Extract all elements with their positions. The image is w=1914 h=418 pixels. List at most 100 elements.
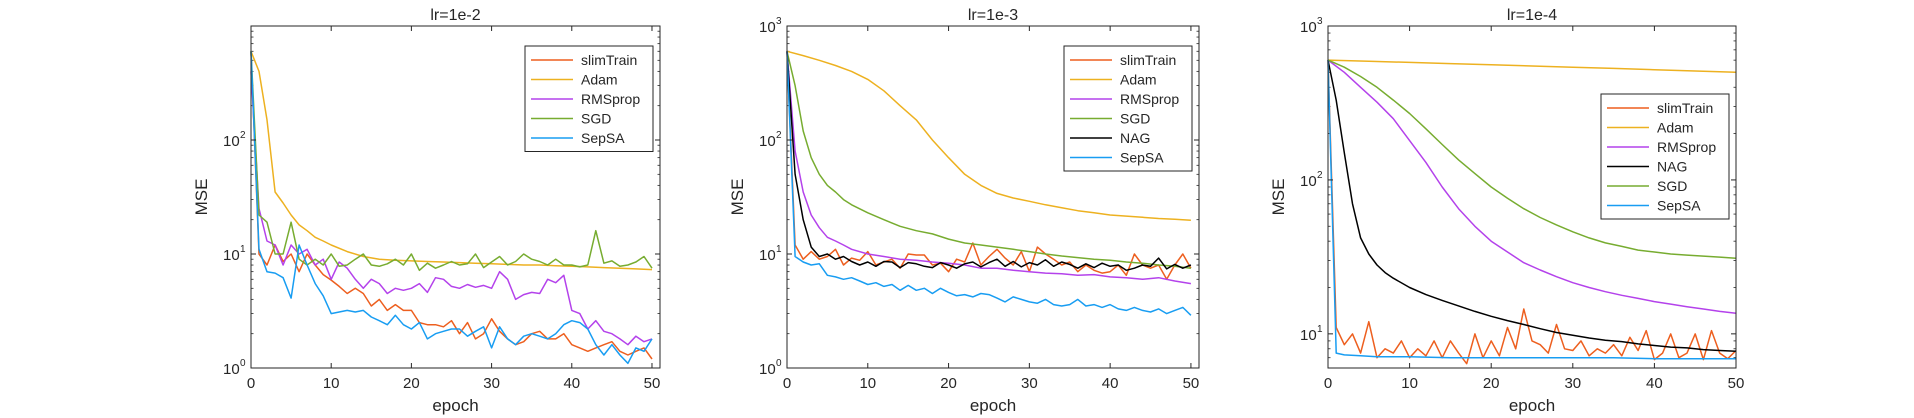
series-line-adam [786,50,1191,221]
legend-label: SepSA [1657,198,1701,214]
x-tick-label: 50 [1183,375,1200,392]
x-tick-label: 20 [1483,375,1500,392]
series-line-adam [1327,59,1737,74]
series-line-rmsprop [1327,59,1737,315]
y-tick-exponent: 3 [1317,16,1323,27]
legend: slimTrain Adam RMSprop SGD SepSA [524,45,654,152]
series-line-rmsprop [786,51,1192,285]
chart-title: lr=1e-3 [968,7,1018,24]
x-tick-label: 10 [323,375,340,392]
chart-title: lr=1e-2 [430,7,480,24]
axes-box [786,25,1200,369]
series-group [1327,59,1737,365]
x-tick-label: 0 [247,375,255,392]
legend-label: RMSprop [1657,139,1716,155]
x-tick-label: 50 [1728,375,1745,392]
y-tick-label: 10 3 [759,16,782,36]
legend-box [1063,45,1193,172]
series-line-nag [786,51,1192,272]
legend-label: NAG [1657,159,1687,175]
x-axis-label: epoch [970,396,1016,415]
y-tick-exponent: 0 [776,358,782,369]
y-tick-label: 10 1 [223,244,246,264]
legend-label: slimTrain [581,52,637,68]
x-tick-label: 50 [644,375,661,392]
legend-label: SGD [1657,178,1687,194]
legend-label: SepSA [581,130,625,146]
series-line-sepsa [1327,60,1736,360]
series-group [786,50,1192,316]
legend-label: SepSA [1120,150,1164,166]
series-line-sepsa [786,51,1192,316]
y-axis-label: MSE [1269,179,1288,216]
y-tick-base: 10 [223,247,240,264]
x-tick-label: 20 [403,375,420,392]
series-line-slimtrain [786,51,1192,281]
y-tick-exponent: 2 [776,130,782,141]
x-axis-label: epoch [432,396,478,415]
y-tick-label: 10 3 [1300,16,1323,36]
series-line-sgd [786,51,1191,269]
legend-label: NAG [1120,130,1150,146]
y-tick-exponent: 1 [240,244,246,255]
y-tick-exponent: 1 [776,244,782,255]
y-tick-exponent: 2 [240,130,246,141]
legend: slimTrain Adam RMSprop SGD NAG SepSA [1063,45,1193,172]
series-line-slimtrain [1327,60,1737,365]
x-tick-label: 0 [783,375,791,392]
legend-label: Adam [1657,120,1694,136]
legend-box [1600,93,1730,220]
y-tick-label: 10 2 [223,130,246,150]
series-line-adam [250,51,653,271]
x-tick-label: 0 [1324,375,1332,392]
legend-label: RMSprop [581,91,640,107]
x-tick-label: 20 [940,375,957,392]
y-tick-base: 10 [1300,173,1317,190]
y-tick-exponent: 2 [1317,170,1323,181]
y-axis-label: MSE [192,179,211,216]
x-tick-label: 10 [1401,375,1418,392]
y-tick-label: 10 0 [759,358,782,378]
series-line-sgd [250,51,653,272]
x-tick-label: 40 [1646,375,1663,392]
y-tick-base: 10 [1300,327,1317,344]
x-tick-label: 40 [1102,375,1119,392]
y-axis-label: MSE [728,179,747,216]
axes-box [1327,25,1737,369]
y-tick-base: 10 [223,133,240,150]
x-tick-label: 40 [563,375,580,392]
axes-box [250,25,661,369]
x-tick-label: 30 [1021,375,1038,392]
y-tick-label: 10 0 [223,358,246,378]
y-tick-base: 10 [759,361,776,378]
legend-label: slimTrain [1120,52,1176,68]
y-tick-base: 10 [1300,19,1317,36]
legend: slimTrain Adam RMSprop NAG SGD SepSA [1600,93,1730,220]
legend-label: SGD [1120,111,1150,127]
x-axis-label: epoch [1509,396,1555,415]
legend-label: Adam [1120,72,1157,88]
y-tick-exponent: 0 [240,358,246,369]
y-tick-label: 10 1 [1300,324,1323,344]
series-line-nag [1327,59,1737,353]
y-tick-exponent: 1 [1317,324,1323,335]
y-tick-base: 10 [759,133,776,150]
legend-label: slimTrain [1657,100,1713,116]
series-line-slimtrain [250,51,653,360]
y-tick-label: 10 2 [1300,170,1323,190]
legend-label: SGD [581,111,611,127]
y-tick-base: 10 [223,361,240,378]
x-tick-label: 30 [483,375,500,392]
chart-title: lr=1e-4 [1507,7,1557,24]
y-tick-label: 10 2 [759,130,782,150]
series-group [250,51,653,365]
y-tick-exponent: 3 [776,16,782,27]
y-tick-base: 10 [759,19,776,36]
y-tick-base: 10 [759,247,776,264]
y-tick-label: 10 1 [759,244,782,264]
legend-label: Adam [581,72,618,88]
